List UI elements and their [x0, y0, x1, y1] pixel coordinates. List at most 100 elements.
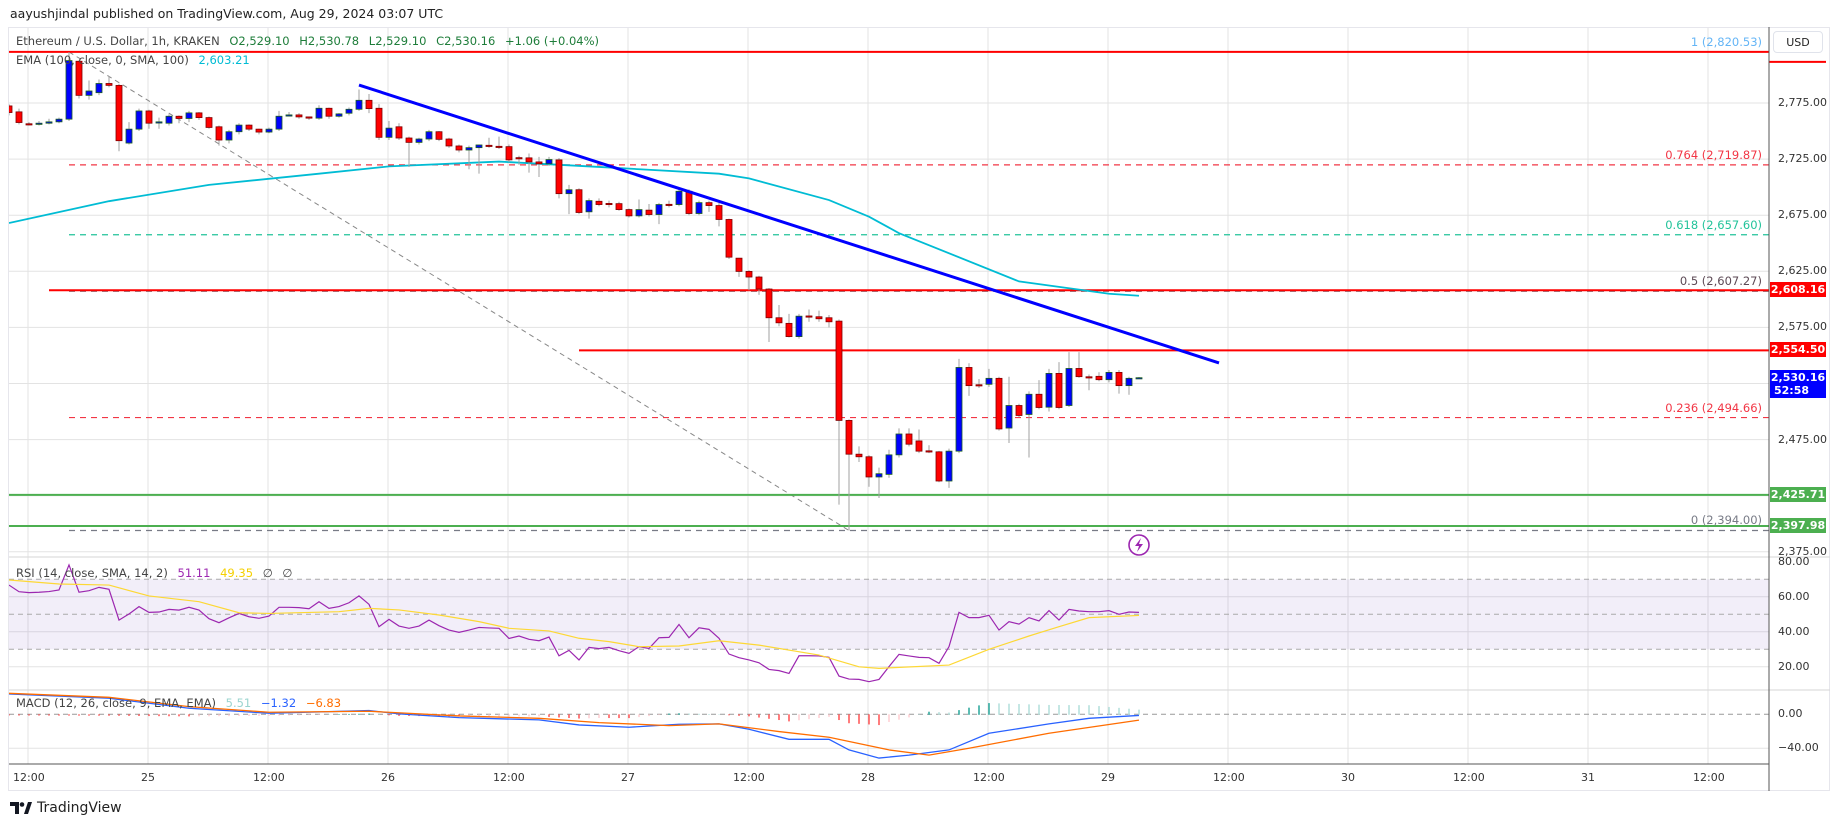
candle-body	[155, 121, 163, 124]
fib-level-label: 1 (2,820.53)	[1690, 34, 1762, 49]
candle	[65, 51, 73, 121]
macd-histogram-bar	[998, 703, 1000, 715]
candle	[455, 144, 463, 153]
macd-histogram-bar	[518, 714, 520, 717]
ema-100-line	[9, 160, 1140, 297]
macd-histogram-bar	[858, 714, 860, 724]
candle-body	[795, 315, 803, 338]
candle	[225, 129, 233, 144]
change-value: +1.06 (+0.04%)	[504, 34, 600, 48]
candle-body	[865, 456, 873, 478]
macd-histogram-bar	[528, 714, 530, 717]
candle-body	[445, 138, 453, 147]
candle	[775, 304, 783, 327]
candle	[865, 455, 873, 487]
candle	[755, 275, 763, 295]
candle	[105, 76, 113, 88]
candle	[665, 200, 673, 208]
candle-body	[1125, 377, 1133, 387]
macd-histogram-bar	[938, 712, 940, 715]
candle-body	[805, 315, 813, 318]
time-axis-label: 12:00	[1453, 771, 1485, 784]
macd-histogram-bar	[918, 714, 920, 715]
candle	[1025, 391, 1033, 458]
candle-body	[955, 367, 963, 452]
macd-histogram-bar	[168, 714, 170, 717]
macd-histogram-bar	[868, 714, 870, 725]
macd-histogram-bar	[38, 714, 40, 716]
candle-body	[1075, 368, 1083, 378]
horizontal-lines	[9, 50, 1769, 528]
macd-histogram-bar	[78, 714, 80, 716]
macd-histogram-bar	[978, 705, 980, 715]
rsi-label: RSI (14, close, SMA, 14, 2)	[16, 566, 168, 580]
pane-decorations	[9, 60, 1830, 715]
macd-histogram-bar	[228, 714, 230, 717]
macd-histogram-bar	[1078, 705, 1080, 715]
time-axis-label: 25	[141, 771, 155, 784]
macd-histogram-bar	[608, 714, 610, 719]
macd-histogram-bar	[138, 714, 140, 716]
macd-histogram-bar	[128, 714, 130, 716]
macd-histogram-bar	[698, 713, 700, 715]
descending-trendline	[358, 83, 1220, 365]
candle-body	[215, 126, 223, 141]
candle	[635, 199, 643, 218]
macd-label: MACD (12, 26, close, 9, EMA, EMA)	[16, 696, 216, 710]
candle-body	[1065, 368, 1073, 406]
macd-histogram-bar	[878, 714, 880, 726]
candle	[1105, 370, 1113, 383]
price-badge: 2,397.98	[1770, 518, 1826, 534]
candle	[585, 198, 593, 219]
candle-body	[325, 107, 333, 117]
grid	[9, 28, 1769, 764]
candle	[1035, 380, 1043, 410]
tradingview-branding[interactable]: TradingView	[10, 800, 122, 816]
candle-body	[1105, 371, 1113, 381]
candle	[495, 136, 503, 150]
candle	[505, 144, 513, 163]
macd-histogram-bar	[578, 714, 580, 719]
candle-body	[1005, 405, 1013, 429]
candle	[1125, 376, 1133, 395]
candle	[565, 184, 573, 215]
candle	[875, 467, 883, 498]
candle-body	[305, 116, 313, 119]
high-value: H2,530.78	[299, 34, 360, 48]
time-axis-label: 27	[621, 771, 635, 784]
macd-histogram-bar	[18, 714, 20, 716]
lightning-icon[interactable]	[1128, 534, 1150, 556]
rsi-legend[interactable]: RSI (14, close, SMA, 14, 2) 51.11 49.35 …	[16, 566, 298, 580]
rsi-axis-label: 20.00	[1778, 659, 1810, 673]
candle	[305, 116, 313, 120]
macd-histogram-bar	[1118, 707, 1120, 715]
macd-histogram-bar	[768, 714, 770, 719]
symbol-legend[interactable]: Ethereum / U.S. Dollar, 1h, KRAKEN O2,52…	[16, 34, 605, 48]
macd-histogram-bar	[598, 714, 600, 719]
macd-histogram-bar	[1058, 705, 1060, 715]
candle-body	[725, 219, 733, 258]
countdown-label: 52:58	[1774, 383, 1810, 397]
macd-histogram-bar	[658, 714, 660, 716]
candle-body	[875, 473, 883, 478]
macd-legend[interactable]: MACD (12, 26, close, 9, EMA, EMA) 5.51 −…	[16, 696, 347, 710]
macd-histogram-bar	[118, 714, 120, 716]
candle-body	[455, 145, 463, 151]
candle-body	[745, 271, 753, 278]
candle	[255, 128, 263, 135]
rsi-line	[9, 563, 1140, 683]
candle-body	[415, 138, 423, 143]
candle	[315, 105, 323, 120]
macd-histogram-bar	[198, 714, 200, 717]
candle-body	[775, 317, 783, 324]
macd-signal-value: −6.83	[305, 696, 342, 710]
macd-histogram-bar	[558, 714, 560, 718]
candle-body	[195, 112, 203, 118]
currency-button[interactable]: USD	[1773, 31, 1823, 53]
macd-histogram-bar	[948, 712, 950, 715]
ema-legend[interactable]: EMA (100, close, 0, SMA, 100) 2,603.21	[16, 53, 256, 67]
candle-body	[235, 124, 243, 133]
candle-body	[555, 159, 563, 195]
macd-histogram-bar	[508, 714, 510, 717]
